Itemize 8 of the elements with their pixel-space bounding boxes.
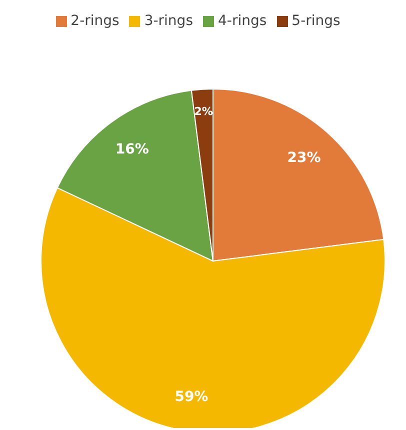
data-label: 23% bbox=[287, 150, 321, 166]
data-label: 16% bbox=[115, 142, 149, 158]
data-label: 2% bbox=[194, 105, 213, 118]
legend-label: 5-rings bbox=[292, 13, 340, 29]
legend-label: 3-rings bbox=[144, 13, 193, 29]
legend-label: 4-rings bbox=[218, 13, 267, 29]
legend-label: 2-rings bbox=[70, 13, 120, 29]
data-label: 59% bbox=[174, 388, 208, 405]
